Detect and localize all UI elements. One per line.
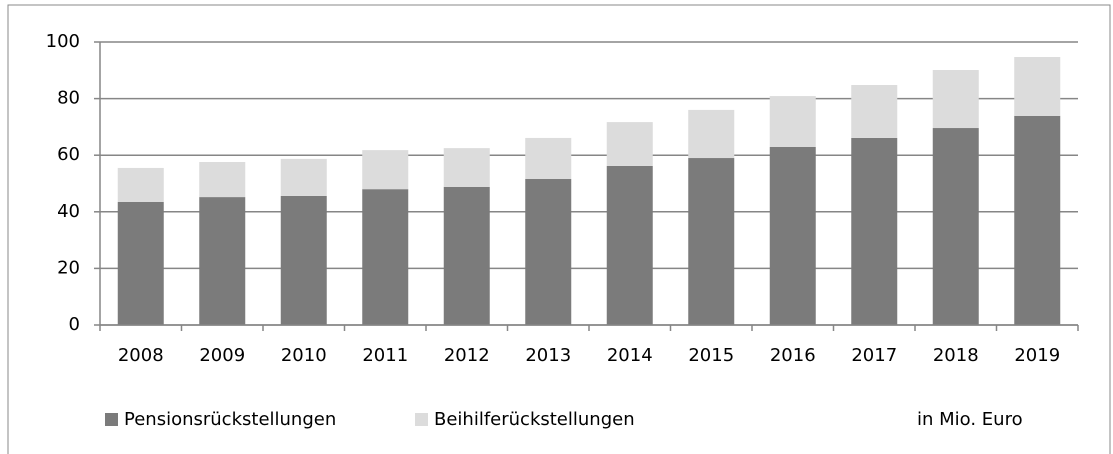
legend-swatch: [415, 413, 428, 426]
y-tick-label: 100: [46, 31, 80, 52]
x-tick-label: 2014: [607, 345, 653, 366]
x-tick-label: 2009: [199, 345, 245, 366]
bar-segment: [280, 158, 327, 196]
bar-segment: [769, 146, 816, 325]
bar-segment: [280, 195, 327, 325]
bar-segment: [443, 148, 490, 187]
bar-segment: [769, 96, 816, 147]
bar-segment: [932, 70, 979, 129]
legend-label: Pensionsrückstellungen: [124, 409, 336, 430]
bar-segment: [362, 150, 409, 190]
y-tick-label: 20: [57, 257, 80, 278]
bar-segment: [932, 128, 979, 325]
x-tick-label: 2013: [525, 345, 571, 366]
bar-segment: [117, 201, 164, 325]
bar-segment: [851, 85, 898, 138]
bar-segment: [199, 161, 246, 198]
x-tick-label: 2019: [1014, 345, 1060, 366]
y-tick-label: 80: [57, 88, 80, 109]
chart-frame: [7, 4, 1111, 454]
y-tick-label: 0: [69, 314, 80, 335]
bar-segment: [688, 158, 735, 325]
bar-segment: [688, 109, 735, 159]
bar-segment: [443, 186, 490, 325]
bar-segment: [362, 189, 409, 325]
bar-segment: [606, 122, 653, 166]
x-tick-label: 2008: [118, 345, 164, 366]
x-tick-label: 2016: [770, 345, 816, 366]
bar-segment: [1014, 56, 1061, 116]
bar-segment: [525, 178, 572, 325]
x-tick-label: 2011: [362, 345, 408, 366]
legend-label: Beihilferückstellungen: [434, 409, 635, 430]
x-tick-label: 2010: [281, 345, 327, 366]
bar-segment: [851, 137, 898, 325]
bar-segment: [525, 137, 572, 179]
x-tick-label: 2018: [933, 345, 979, 366]
y-tick-label: 60: [57, 144, 80, 165]
annotation: in Mio. Euro: [917, 409, 1023, 430]
legend-swatch: [105, 413, 118, 426]
bar-segment: [606, 165, 653, 325]
x-tick-label: 2017: [851, 345, 897, 366]
bar-segment: [199, 197, 246, 325]
y-tick-label: 40: [57, 201, 80, 222]
x-tick-label: 2012: [444, 345, 490, 366]
x-tick-label: 2015: [688, 345, 734, 366]
bar-segment: [1014, 115, 1061, 325]
bar-segment: [117, 167, 164, 202]
